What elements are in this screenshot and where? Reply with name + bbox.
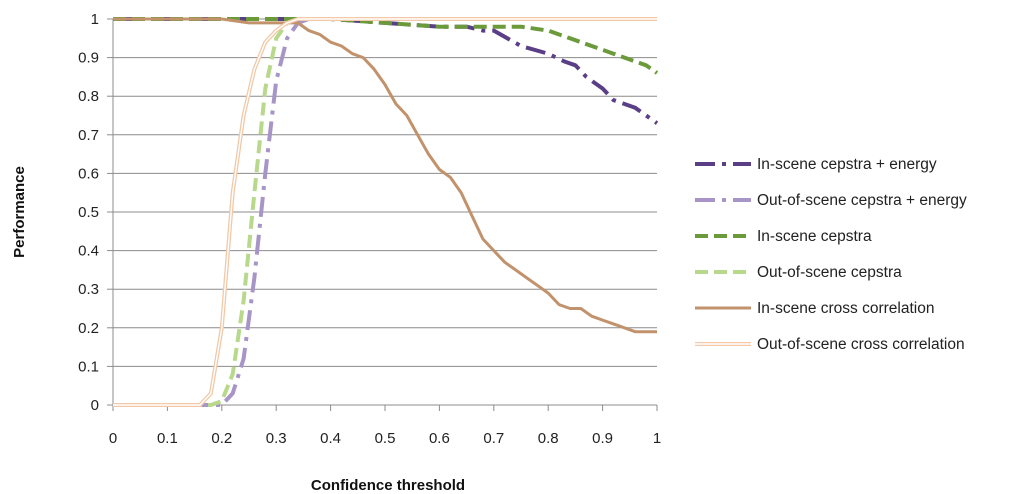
legend-item-out-of-scene-cross-correlation: Out-of-scene cross correlation [695, 336, 965, 353]
y-tick-label: 0.7 [78, 127, 99, 144]
y-tick-label: 0.3 [78, 281, 99, 298]
legend-item-in-scene-cepstra: In-scene cepstra [695, 228, 872, 245]
x-axis-title: Confidence threshold [311, 477, 465, 494]
legend-label: In-scene cross correlation [757, 300, 934, 317]
legend-label: Out-of-scene cross correlation [757, 336, 965, 353]
x-tick-label: 0 [109, 430, 117, 447]
x-tick-label: 0.6 [429, 430, 450, 447]
y-tick-label: 0.8 [78, 88, 99, 105]
legend-item-out-of-scene-cepstra: Out-of-scene cepstra [695, 264, 902, 281]
x-tick-label: 0.7 [483, 430, 504, 447]
y-tick-label: 0.9 [78, 50, 99, 67]
x-tick-label: 0.2 [211, 430, 232, 447]
y-axis-title: Performance [11, 166, 28, 258]
y-tick-label: 0.4 [78, 243, 99, 260]
x-tick-label: 0.9 [592, 430, 613, 447]
legend-item-in-scene-cepstra-energy: In-scene cepstra + energy [695, 156, 937, 173]
legend-label: Out-of-scene cepstra + energy [757, 192, 967, 209]
series-line-in-scene-cross-correlation [113, 17, 657, 334]
y-tick-label: 0.2 [78, 320, 99, 337]
series-line-in-scene-cepstra [113, 17, 659, 75]
legend-label: In-scene cepstra + energy [757, 156, 937, 173]
legend-item-out-of-scene-cepstra-energy: Out-of-scene cepstra + energy [695, 192, 967, 209]
x-tick-label: 0.8 [538, 430, 559, 447]
legend-label: Out-of-scene cepstra [757, 264, 902, 281]
legend-item-in-scene-cross-correlation: In-scene cross correlation [695, 300, 934, 317]
x-tick-label: 0.3 [266, 430, 287, 447]
x-tick-label: 1 [653, 430, 661, 447]
legend-label: In-scene cepstra [757, 228, 872, 245]
x-tick-label: 0.5 [375, 430, 396, 447]
y-tick-label: 0.1 [78, 358, 99, 375]
x-tick-label: 0.1 [157, 430, 178, 447]
y-tick-label: 0.6 [78, 165, 99, 182]
series-line-out-of-scene-cross-correlation-inner [113, 18, 657, 406]
y-tick-label: 0.5 [78, 204, 99, 221]
series-line-in-scene-cepstra-energy [113, 17, 659, 125]
y-tick-label: 1 [91, 11, 99, 28]
x-tick-label: 0.4 [320, 430, 341, 447]
y-tick-label: 0 [91, 397, 99, 414]
